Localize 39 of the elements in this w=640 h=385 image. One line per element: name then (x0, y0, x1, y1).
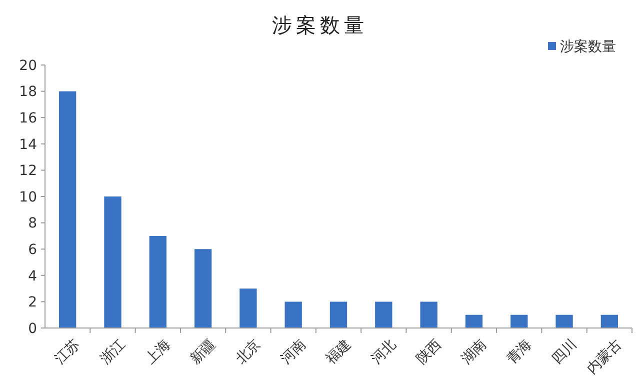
x-tick-label: 青海 (504, 336, 535, 368)
x-tick-label: 福建 (323, 336, 354, 368)
y-tick-label: 2 (28, 294, 37, 311)
bar (375, 302, 392, 328)
legend-label: 涉案数量 (560, 38, 616, 55)
y-tick-label: 6 (28, 242, 38, 258)
y-tick-label: 18 (19, 84, 37, 100)
bar (420, 302, 438, 328)
x-tick-label: 湖南 (458, 336, 490, 368)
bar (284, 302, 302, 328)
bar (556, 314, 573, 328)
bar (104, 196, 122, 328)
y-tick-label: 16 (19, 110, 38, 126)
x-tick-label: 新疆 (188, 336, 219, 368)
bar (194, 249, 212, 328)
x-tick-label: 河北 (368, 336, 400, 368)
y-tick-label: 8 (28, 216, 37, 232)
x-tick-label: 四川 (548, 336, 580, 368)
bar (59, 91, 76, 328)
x-tick-label: 江苏 (52, 336, 84, 368)
chart-title: 涉案数量 (272, 13, 368, 37)
x-tick-label: 上海 (142, 336, 174, 368)
x-tick-label: 北京 (232, 336, 264, 368)
bar (330, 302, 348, 328)
y-tick-label: 20 (19, 58, 37, 74)
y-tick-label: 14 (19, 136, 38, 153)
bar (510, 314, 528, 328)
y-tick-label: 12 (19, 163, 37, 180)
x-tick-label: 河南 (278, 336, 310, 368)
x-tick-label: 内蒙古 (584, 336, 626, 378)
y-tick-label: 4 (28, 268, 38, 284)
bar (600, 314, 618, 328)
y-tick-label: 0 (28, 320, 37, 337)
bar (465, 314, 483, 328)
x-tick-label: 浙江 (97, 336, 128, 368)
x-tick-label: 陕西 (413, 336, 445, 368)
y-tick-label: 10 (19, 189, 37, 206)
bar (240, 288, 257, 328)
bar (149, 236, 166, 328)
